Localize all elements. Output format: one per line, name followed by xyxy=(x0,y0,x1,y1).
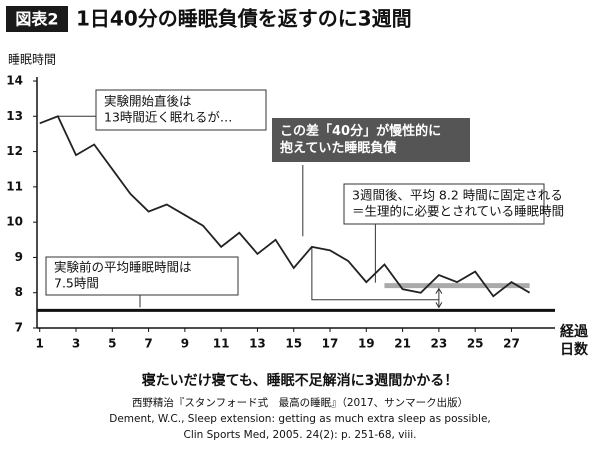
annotation-line xyxy=(311,246,439,301)
arrow-head xyxy=(435,302,443,309)
annotation-box xyxy=(95,89,267,131)
annotation-text: ＝生理的に必要とされている睡眠時間 xyxy=(352,204,564,219)
annotation-text: 13時間近く眠れるが… xyxy=(104,110,232,125)
x-tick-label: 11 xyxy=(213,337,230,351)
annotation-text: 実験開始直後は xyxy=(104,94,192,109)
source: Clin Sports Med, 2005. 24(2): p. 251-68,… xyxy=(183,429,416,441)
x-tick-label: 5 xyxy=(108,337,116,351)
y-tick-label: 11 xyxy=(6,179,23,193)
x-tick-label: 27 xyxy=(503,337,520,351)
x-tick-label: 7 xyxy=(144,337,152,351)
x-tick-label: 1 xyxy=(36,337,44,351)
x-axis-label: 経過 xyxy=(560,323,589,340)
badge-box xyxy=(6,6,68,32)
caption: 寝たいだけ寝ても、睡眠不足解消に3週間かかる！ xyxy=(142,372,459,389)
badge: 図表2 xyxy=(15,10,58,29)
x-tick-label: 15 xyxy=(285,337,302,351)
annotation-box xyxy=(45,256,239,296)
annotation-text: この差「40分」が慢性的に xyxy=(280,123,441,139)
annotation-text: 抱えていた睡眠負債 xyxy=(280,140,396,156)
annotation-box xyxy=(343,183,545,225)
y-tick-label: 12 xyxy=(6,144,23,158)
y-tick-label: 9 xyxy=(15,250,23,264)
annotation-box xyxy=(272,118,470,162)
x-tick-label: 9 xyxy=(181,337,189,351)
x-tick-label: 23 xyxy=(431,337,448,351)
y-tick-label: 7 xyxy=(15,321,23,335)
y-tick-label: 13 xyxy=(6,109,23,123)
x-axis-label: 日数 xyxy=(560,341,589,358)
y-axis-label: 睡眠時間 xyxy=(8,53,56,67)
x-tick-label: 25 xyxy=(467,337,484,351)
x-tick-label: 21 xyxy=(394,337,411,351)
x-tick-label: 3 xyxy=(72,337,80,351)
y-tick-label: 10 xyxy=(6,215,23,229)
x-tick-label: 13 xyxy=(249,337,266,351)
x-tick-label: 17 xyxy=(322,337,339,351)
data-line xyxy=(39,115,531,298)
y-tick-label: 14 xyxy=(6,74,23,88)
arrow-head xyxy=(435,287,443,294)
x-tick-label: 19 xyxy=(358,337,375,351)
y-tick-label: 8 xyxy=(15,285,23,299)
source: 西野精治『スタンフォード式 最高の睡眠』（2017、サンマーク出版） xyxy=(132,396,468,409)
annotation-text: 7.5時間 xyxy=(54,276,99,291)
annotation-text: 実験前の平均睡眠時間は xyxy=(54,260,192,275)
annotation-text: 3週間後、平均 8.2 時間に固定される xyxy=(352,188,563,203)
chart-title: 1日40分の睡眠負債を返すのに3週間 xyxy=(76,7,412,31)
source: Dement, W.C., Sleep extension: getting a… xyxy=(109,413,491,425)
